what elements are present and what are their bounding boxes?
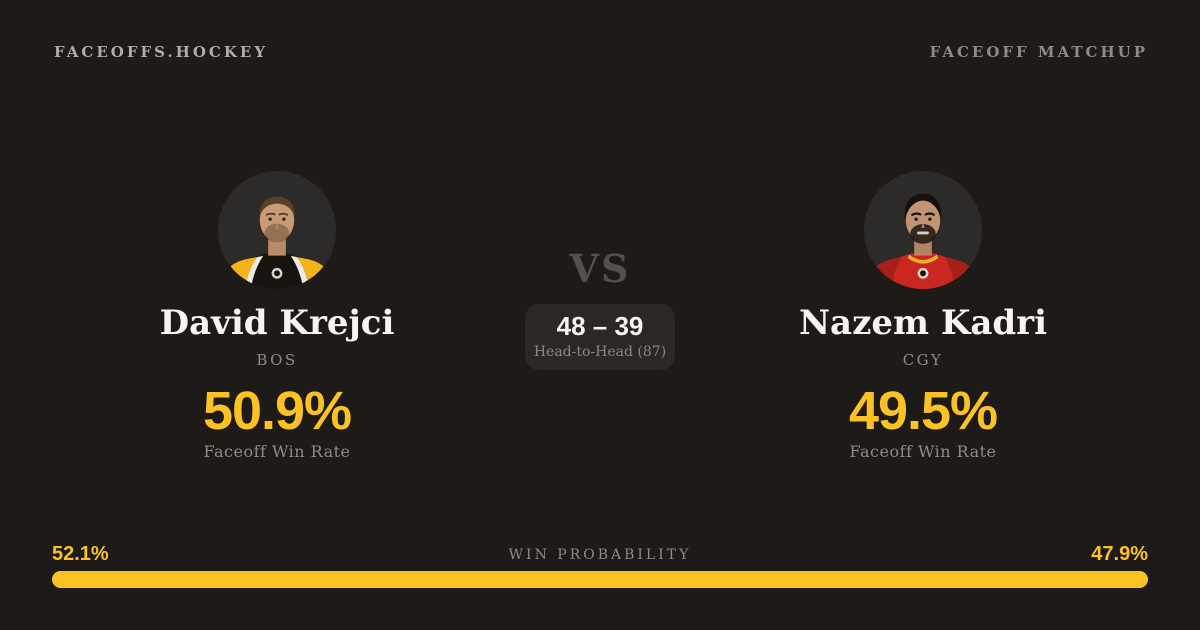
head-to-head-label: Head-to-Head (87)	[533, 344, 667, 360]
win-probability-left-value: 52.1%	[52, 543, 109, 565]
player-card-right: Nazem Kadri CGY 49.5% Faceoff Win Rate	[698, 171, 1148, 462]
matchup-center: VS 48 – 39 Head-to-Head (87)	[502, 171, 698, 370]
faceoff-win-rate-value: 49.5%	[848, 381, 998, 441]
win-probability-right-value: 47.9%	[1091, 543, 1148, 565]
head-to-head-score: 48 – 39	[556, 311, 644, 341]
win-probability-label: WIN PROBABILITY	[508, 547, 692, 563]
player-photo-nazem-kadri	[864, 171, 982, 289]
faceoff-win-rate-label: Faceoff Win Rate	[849, 442, 997, 461]
player-avatar-left	[218, 171, 336, 289]
vs-label: VS	[569, 246, 631, 291]
player-team: BOS	[256, 351, 298, 369]
player-name: Nazem Kadri	[798, 303, 1048, 343]
site-brand: FACEOFFS.HOCKEY	[54, 43, 269, 61]
head-to-head-pill: 48 – 39 Head-to-Head (87)	[525, 304, 675, 370]
player-photo-david-krejci	[218, 171, 336, 289]
player-name: David Krejci	[159, 303, 395, 343]
player-team: CGY	[902, 351, 944, 369]
player-avatar-right	[864, 171, 982, 289]
faceoff-win-rate-value: 50.9%	[202, 381, 352, 441]
player-card-left: David Krejci BOS 50.9% Faceoff Win Rate	[52, 171, 502, 462]
win-probability-bar	[52, 571, 1148, 588]
faceoff-win-rate-label: Faceoff Win Rate	[203, 442, 351, 461]
card-type-label: FACEOFF MATCHUP	[929, 43, 1148, 61]
